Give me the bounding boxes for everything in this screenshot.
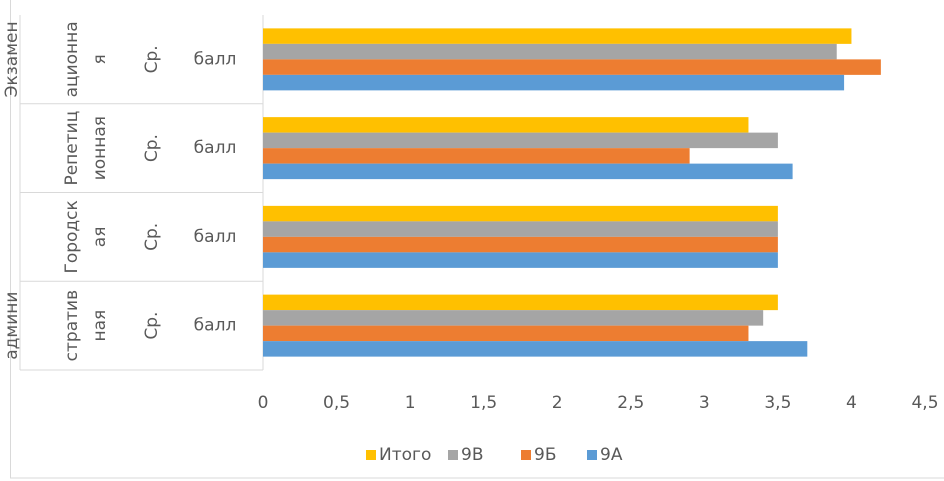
bar xyxy=(263,221,778,237)
bar xyxy=(263,252,778,268)
x-tick-label: 3,5 xyxy=(764,393,791,413)
category-label: Экзамен xyxy=(2,21,22,97)
x-tick-label: 0,5 xyxy=(323,393,350,413)
category-sublabel: Ср. xyxy=(142,312,162,340)
bar xyxy=(263,294,778,311)
legend-swatch xyxy=(587,450,597,460)
bar xyxy=(263,341,808,357)
x-tick-label: 4,5 xyxy=(911,393,938,413)
bar xyxy=(263,310,764,326)
legend-swatch xyxy=(448,450,458,460)
legend-label: Итого xyxy=(379,445,431,465)
bar xyxy=(263,325,749,342)
x-tick-label: 2 xyxy=(552,393,563,413)
category-sublabel: Ср. xyxy=(142,223,162,251)
category-label: Городск xyxy=(62,200,82,273)
category-unit: балл xyxy=(194,138,237,158)
bar xyxy=(263,132,778,149)
bar xyxy=(263,236,778,253)
x-tick-label: 1,5 xyxy=(470,393,497,413)
category-sublabel: Ср. xyxy=(142,45,162,73)
legend-label: 9В xyxy=(461,445,483,465)
category-label: Репетиц xyxy=(62,111,82,186)
x-tick-label: 4 xyxy=(846,393,857,413)
bar xyxy=(263,205,778,222)
legend-swatch xyxy=(366,450,376,460)
x-tick-label: 1 xyxy=(405,393,416,413)
category-label: стратив xyxy=(62,290,82,361)
category-label: ационна xyxy=(62,21,82,97)
bar xyxy=(263,28,852,44)
bar xyxy=(263,117,749,133)
legend-label: 9А xyxy=(600,445,623,465)
category-label: ная xyxy=(90,310,110,342)
x-tick-label: 3 xyxy=(699,393,710,413)
legend-label: 9Б xyxy=(534,445,556,465)
bar xyxy=(263,43,837,60)
category-unit: балл xyxy=(194,316,237,336)
category-sublabel: Ср. xyxy=(142,134,162,162)
bar xyxy=(263,148,690,164)
category-label: я xyxy=(90,54,110,64)
bar xyxy=(263,59,881,75)
category-label: ионная xyxy=(90,116,110,180)
category-unit: балл xyxy=(194,227,237,247)
bar xyxy=(263,163,793,180)
legend-swatch xyxy=(521,450,531,460)
chart-border xyxy=(10,0,944,479)
category-label: админи xyxy=(2,292,22,360)
category-label: ая xyxy=(90,227,110,248)
x-tick-label: 2,5 xyxy=(617,393,644,413)
category-unit: балл xyxy=(194,49,237,69)
bar xyxy=(263,74,845,91)
x-tick-label: 0 xyxy=(258,393,269,413)
